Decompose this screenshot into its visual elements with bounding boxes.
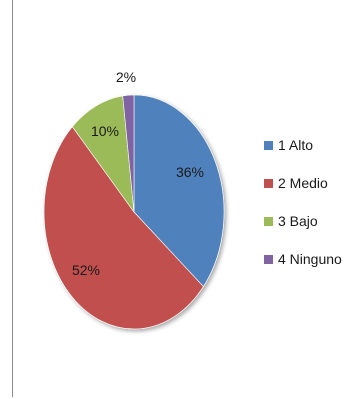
slice-label-1: 36% xyxy=(176,164,204,180)
legend-label-4: 4 Ninguno xyxy=(278,251,342,267)
pie-slices xyxy=(43,94,225,330)
legend-swatch-3 xyxy=(264,217,273,226)
legend-label-2: 2 Medio xyxy=(278,175,328,191)
pie-slice-4 xyxy=(122,94,135,213)
slice-label-3: 10% xyxy=(91,123,119,139)
legend-swatch-2 xyxy=(264,179,273,188)
pie-slice-2 xyxy=(43,126,204,330)
legend-label-1: 1 Alto xyxy=(278,137,313,153)
slice-label-2: 52% xyxy=(72,262,100,278)
pie-slice-1 xyxy=(133,94,225,288)
pie-slice-3 xyxy=(72,95,135,214)
slice-label-4: 2% xyxy=(116,69,136,85)
legend-label-3: 3 Bajo xyxy=(278,213,318,229)
legend-swatch-1 xyxy=(264,141,273,150)
pie-slice-labels: 36% 52% 10% 2% xyxy=(72,69,204,278)
legend-swatch-4 xyxy=(264,255,273,264)
legend: 1 Alto 2 Medio 3 Bajo 4 Ninguno xyxy=(264,137,342,267)
